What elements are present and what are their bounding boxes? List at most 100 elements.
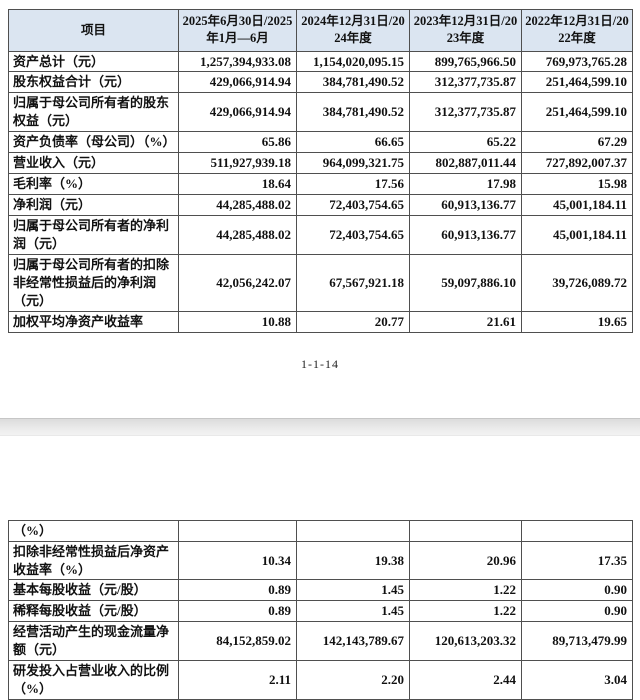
value-cell: 1,257,394,933.08 [178,50,297,73]
value-cell: 19.65 [521,310,633,333]
table-body: （%） 扣除非经常性损益后净资产收益率（%） 10.34 19.38 20.96 17.3… [8,519,633,700]
financial-summary-table: 项目 2025年6月30日/2025年1月—6月 2024年12月31日/2024年… [8,9,633,333]
row-label: 归属于母公司所有者的扣除非经常性损益后的净利润（元） [8,253,179,312]
document-page-1: 项目 2025年6月30日/2025年1月—6月 2024年12月31日/2024年… [8,9,633,371]
row-label: 归属于母公司所有者的股东权益（元） [8,92,179,133]
value-cell: 384,781,490.52 [296,71,410,94]
value-cell: 67.29 [521,131,633,154]
table-row: 净利润（元） 44,285,488.02 72,403,754.65 60,913,1… [8,194,633,216]
value-cell: 727,892,007.37 [521,152,633,175]
row-label: （%） [8,519,179,542]
value-cell: 251,464,599.10 [521,92,633,133]
value-cell: 84,152,859.02 [178,621,297,662]
value-cell: 142,143,789.67 [296,621,410,662]
row-label: 稀释每股收益（元/股） [8,600,179,623]
value-cell: 312,377,735.87 [409,92,522,133]
row-label: 加权平均净资产收益率 [8,310,179,333]
table-row: 研发投入占营业收入的比例（%） 2.11 2.20 2.44 3.04 [8,660,633,700]
table-row: 稀释每股收益（元/股） 0.89 1.45 1.22 0.90 [8,600,633,623]
table-row: 归属于母公司所有者的扣除非经常性损益后的净利润（元） 42,056,242.07 6… [8,253,633,312]
value-cell: 44,285,488.02 [178,215,297,255]
value-cell: 0.89 [178,579,297,602]
value-cell: 17.35 [521,540,633,581]
table-row: 资产负债率（母公司）（%） 65.86 66.65 65.22 67.29 [8,131,633,154]
value-cell: 89,713,479.99 [521,621,633,662]
value-cell: 1.45 [296,600,410,623]
page-separator [0,417,640,436]
value-cell [296,519,410,542]
table-header: 项目 2025年6月30日/2025年1月—6月 2024年12月31日/2024年… [8,9,633,52]
value-cell: 899,765,966.50 [409,50,522,73]
value-cell: 312,377,735.87 [409,71,522,94]
value-cell: 17.56 [296,173,410,196]
row-label: 资产总计（元） [8,50,179,73]
value-cell: 429,066,914.94 [178,92,297,133]
value-cell: 2.20 [296,660,410,700]
table-row: 营业收入（元） 511,927,939.18 964,099,321.75 802,8… [8,152,633,175]
header-row: 项目 2025年6月30日/2025年1月—6月 2024年12月31日/2024年… [8,9,633,52]
table-row: 毛利率（%） 18.64 17.56 17.98 15.98 [8,173,633,196]
value-cell: 1.45 [296,579,410,602]
value-cell: 42,056,242.07 [178,253,297,312]
value-cell: 511,927,939.18 [178,152,297,175]
table-row: 归属于母公司所有者的股东权益（元） 429,066,914.94 384,781,4… [8,92,633,133]
value-cell: 15.98 [521,173,633,196]
period-column-header: 2024年12月31日/2024年度 [296,9,410,52]
document-page-2: （%） 扣除非经常性损益后净资产收益率（%） 10.34 19.38 20.96 17.3… [0,435,640,700]
value-cell: 0.90 [521,600,633,623]
value-cell: 0.89 [178,600,297,623]
row-label: 营业收入（元） [8,152,179,175]
value-cell: 964,099,321.75 [296,152,410,175]
value-cell: 21.61 [409,310,522,333]
row-label: 归属于母公司所有者的净利润（元） [8,215,179,255]
row-label: 扣除非经常性损益后净资产收益率（%） [8,540,179,581]
value-cell: 251,464,599.10 [521,71,633,94]
financial-indicators-table: （%） 扣除非经常性损益后净资产收益率（%） 10.34 19.38 20.96 17.3… [8,519,633,700]
table-row: 扣除非经常性损益后净资产收益率（%） 10.34 19.38 20.96 17.35 [8,540,633,581]
value-cell: 18.64 [178,173,297,196]
value-cell: 0.90 [521,579,633,602]
value-cell: 10.88 [178,310,297,333]
value-cell: 1.22 [409,579,522,602]
value-cell: 39,726,089.72 [521,253,633,312]
period-column-header: 2023年12月31日/2023年度 [409,9,522,52]
value-cell: 1.22 [409,600,522,623]
table-row: 经营活动产生的现金流量净额（元） 84,152,859.02 142,143,789… [8,621,633,662]
value-cell: 72,403,754.65 [296,215,410,255]
row-label: 股东权益合计（元） [8,71,179,94]
value-cell: 2.44 [409,660,522,700]
value-cell [521,519,633,542]
row-label: 净利润（元） [8,194,179,216]
table-body: 资产总计（元） 1,257,394,933.08 1,154,020,095.15 8… [8,50,633,333]
value-cell: 802,887,011.44 [409,152,522,175]
value-cell: 66.65 [296,131,410,154]
table-row: （%） [8,519,633,542]
value-cell: 10.34 [178,540,297,581]
value-cell [409,519,522,542]
value-cell: 20.96 [409,540,522,581]
value-cell: 17.98 [409,173,522,196]
page-number: 1-1-14 [301,356,339,371]
table-row: 基本每股收益（元/股） 0.89 1.45 1.22 0.90 [8,579,633,602]
item-column-header: 项目 [8,9,179,52]
table-row: 归属于母公司所有者的净利润（元） 44,285,488.02 72,403,754.… [8,215,633,255]
row-label: 经营活动产生的现金流量净额（元） [8,621,179,662]
value-cell: 60,913,136.77 [409,194,522,216]
value-cell: 45,001,184.11 [521,215,633,255]
value-cell: 1,154,020,095.15 [296,50,410,73]
value-cell: 769,973,765.28 [521,50,633,73]
value-cell: 120,613,203.32 [409,621,522,662]
row-label: 资产负债率（母公司）（%） [8,131,179,154]
table-row: 股东权益合计（元） 429,066,914.94 384,781,490.52 312… [8,71,633,94]
row-label: 毛利率（%） [8,173,179,196]
period-column-header: 2025年6月30日/2025年1月—6月 [178,9,297,52]
row-label: 基本每股收益（元/股） [8,579,179,602]
row-label: 研发投入占营业收入的比例（%） [8,660,179,700]
value-cell: 19.38 [296,540,410,581]
value-cell: 44,285,488.02 [178,194,297,216]
value-cell: 65.86 [178,131,297,154]
value-cell: 384,781,490.52 [296,92,410,133]
value-cell: 429,066,914.94 [178,71,297,94]
table-row: 资产总计（元） 1,257,394,933.08 1,154,020,095.15 8… [8,50,633,73]
value-cell: 59,097,886.10 [409,253,522,312]
